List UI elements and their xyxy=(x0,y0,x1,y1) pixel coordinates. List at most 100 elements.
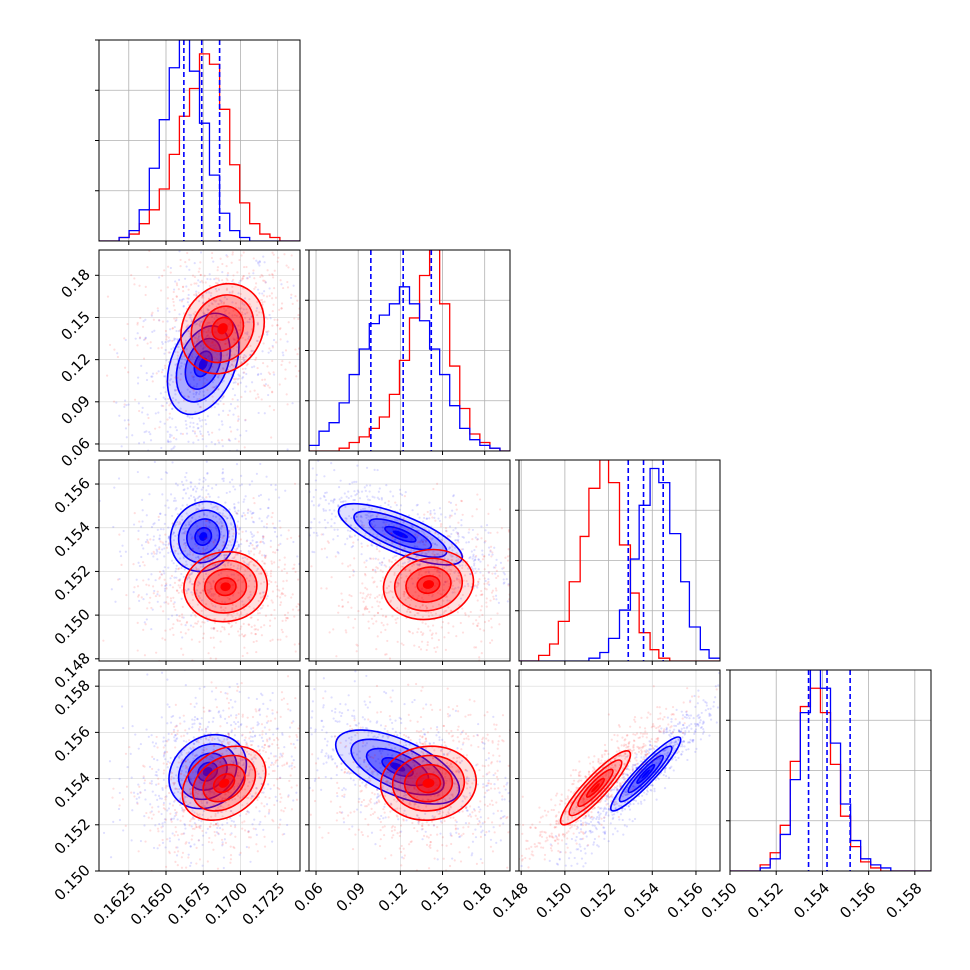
scatter-point xyxy=(143,789,147,792)
scatter-point xyxy=(502,578,505,581)
scatter-point xyxy=(440,513,443,516)
scatter-point xyxy=(373,614,376,617)
scatter-point xyxy=(268,405,271,408)
scatter-point xyxy=(184,409,188,413)
scatter-point xyxy=(487,571,490,574)
scatter-point xyxy=(260,398,263,401)
scatter-point xyxy=(192,243,194,245)
scatter-point xyxy=(235,512,239,515)
scatter-point xyxy=(272,198,274,200)
scatter-point xyxy=(148,765,152,768)
scatter-point xyxy=(368,505,371,509)
scatter-point xyxy=(427,625,430,628)
scatter-point xyxy=(193,337,197,340)
scatter-point xyxy=(183,488,186,491)
scatter-point xyxy=(214,300,217,303)
scatter-point xyxy=(243,446,246,449)
scatter-point xyxy=(188,553,191,556)
scatter-point xyxy=(237,332,240,335)
scatter-point xyxy=(317,504,320,507)
scatter-point xyxy=(163,578,166,581)
scatter-point xyxy=(194,615,197,618)
scatter-point xyxy=(173,551,176,555)
scatter-point xyxy=(466,582,470,586)
scatter-point xyxy=(226,318,229,321)
scatter-point xyxy=(208,755,212,758)
scatter-point xyxy=(350,535,353,538)
scatter-point xyxy=(247,550,250,553)
scatter-point xyxy=(332,538,335,541)
scatter-point xyxy=(593,592,595,594)
scatter-point xyxy=(384,628,387,631)
scatter-point xyxy=(438,589,441,592)
scatter-point xyxy=(205,340,208,343)
scatter-point xyxy=(167,617,170,621)
scatter-point xyxy=(241,764,244,767)
scatter-point xyxy=(167,351,170,354)
scatter-point xyxy=(194,393,198,396)
scatter-point xyxy=(236,768,240,771)
scatter-point xyxy=(461,566,464,570)
scatter-point xyxy=(281,360,284,363)
scatter-point xyxy=(199,315,202,318)
scatter-point xyxy=(396,535,399,538)
scatter-point xyxy=(491,553,494,556)
scatter-point xyxy=(126,765,129,769)
scatter-point xyxy=(476,624,479,628)
scatter-point xyxy=(232,564,235,568)
scatter-point xyxy=(205,331,209,334)
scatter-point xyxy=(261,745,264,748)
scatter-point xyxy=(182,557,186,560)
scatter-point xyxy=(258,709,261,712)
scatter-point xyxy=(297,488,299,490)
scatter-point xyxy=(184,827,187,830)
scatter-point xyxy=(198,515,201,518)
scatter-point xyxy=(180,566,183,570)
scatter-point xyxy=(122,829,125,832)
scatter-point xyxy=(320,587,323,590)
scatter-point xyxy=(261,292,264,295)
scatter-point xyxy=(256,393,259,396)
scatter-point xyxy=(424,535,427,538)
scatter-point xyxy=(137,561,140,564)
scatter-point xyxy=(420,640,424,643)
scatter-point xyxy=(168,433,172,436)
scatter-point xyxy=(476,537,479,541)
scatter-point xyxy=(189,624,193,627)
scatter-point xyxy=(243,371,246,374)
scatter-point xyxy=(207,364,211,367)
scatter-point xyxy=(436,559,439,562)
scatter-point xyxy=(181,298,184,301)
scatter-point xyxy=(230,363,234,366)
scatter-point xyxy=(260,692,263,695)
scatter-point xyxy=(218,739,222,742)
scatter-point xyxy=(260,298,264,302)
scatter-point xyxy=(494,564,497,567)
scatter-point xyxy=(145,811,148,815)
scatter-point xyxy=(197,279,200,282)
scatter-point xyxy=(206,388,209,392)
scatter-point xyxy=(297,637,299,639)
scatter-point xyxy=(239,526,242,529)
scatter-point xyxy=(255,569,258,572)
scatter-point xyxy=(459,579,462,582)
scatter-point xyxy=(270,665,272,667)
scatter-point xyxy=(286,280,289,284)
scatter-point xyxy=(223,838,226,841)
scatter-point xyxy=(199,320,202,323)
scatter-point xyxy=(217,833,220,836)
scatter-point xyxy=(421,540,424,543)
scatter-point xyxy=(455,531,458,534)
scatter-point xyxy=(359,514,363,518)
scatter-point xyxy=(435,558,438,562)
scatter-point xyxy=(492,597,496,601)
scatter-point xyxy=(159,289,163,292)
scatter-point xyxy=(187,767,190,771)
scatter-point xyxy=(350,546,353,549)
scatter-point xyxy=(208,291,211,294)
scatter-point xyxy=(453,571,456,574)
scatter-point xyxy=(218,341,221,344)
scatter-point xyxy=(240,361,243,364)
scatter-point xyxy=(221,271,224,274)
scatter-point xyxy=(154,794,157,797)
